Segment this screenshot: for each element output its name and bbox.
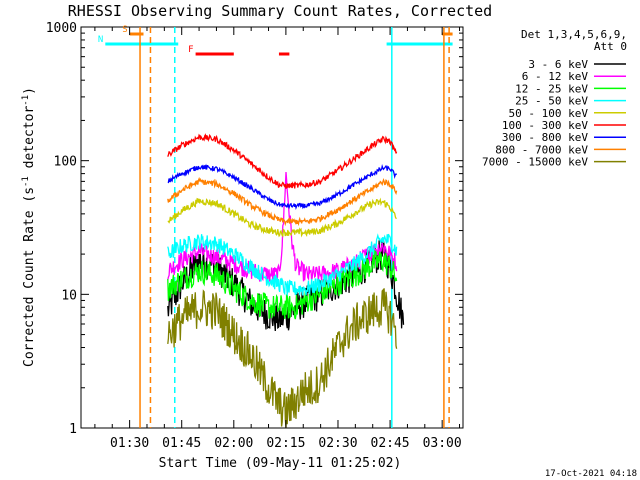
chart-title: RHESSI Observing Summary Count Rates, Co…	[68, 2, 492, 20]
y-tick-label-0: 1	[69, 422, 77, 437]
footer-timestamp: 17-Oct-2021 04:18	[545, 469, 637, 479]
plot-area-border	[80, 26, 464, 429]
x-tick-label-1: 01:45	[162, 436, 201, 451]
marker-label-N: N	[98, 35, 103, 45]
legend-label-2: 12 - 25 keV	[515, 82, 588, 95]
series-line-7	[167, 176, 398, 227]
legend-label-3: 25 - 50 keV	[515, 95, 588, 108]
legend-label-8: 7000 - 15000 keV	[482, 156, 588, 169]
marker-label-F: F	[188, 45, 193, 55]
series-line-2	[167, 249, 398, 320]
y-label-end: )	[22, 87, 37, 95]
x-tick-label-2: 02:00	[214, 436, 253, 451]
y-label-mid: detector	[22, 106, 37, 177]
x-tick-label-6: 03:00	[423, 436, 462, 451]
instrument-markers: S N F	[98, 25, 453, 56]
y-label-sup1: -1	[21, 176, 31, 187]
x-tick-label-0: 01:30	[110, 436, 149, 451]
y-axis-ticks: 1 10 100 1000	[46, 21, 463, 437]
legend-label-1: 6 - 12 keV	[522, 70, 589, 83]
plot-frame	[80, 26, 464, 429]
x-tick-label-3: 02:15	[266, 436, 305, 451]
legend-header-1: Det 1,3,4,5,6,9,	[521, 28, 627, 41]
y-axis-label: Corrected Count Rate (s-1 detector-1)	[21, 87, 37, 367]
series-line-3	[167, 233, 398, 296]
y-tick-label-2: 100	[54, 155, 77, 170]
marker-label-S: S	[122, 25, 127, 35]
series-line-5	[167, 133, 398, 189]
y-label-base: Corrected Count Rate (s	[22, 187, 37, 367]
legend-label-7: 800 - 7000 keV	[495, 143, 588, 156]
y-tick-label-1: 10	[61, 288, 77, 303]
legend-label-5: 100 - 300 keV	[502, 119, 588, 132]
legend-header-2: Att 0	[594, 40, 627, 53]
legend-label-0: 3 - 6 keV	[528, 58, 588, 71]
series-line-4	[167, 197, 397, 238]
x-axis-label: Start Time (09-May-11 01:25:02)	[159, 456, 402, 471]
series-line-8	[167, 288, 398, 428]
x-tick-label-4: 02:30	[318, 436, 357, 451]
attenuator-lines	[139, 27, 450, 428]
series-lines	[167, 133, 405, 428]
x-tick-label-5: 02:45	[371, 436, 410, 451]
legend-label-6: 300 - 800 keV	[502, 131, 588, 144]
y-label-sup2: -1	[21, 95, 31, 106]
y-tick-label-3: 1000	[46, 21, 77, 36]
series-line-6	[167, 163, 398, 210]
legend-label-4: 50 - 100 keV	[509, 107, 589, 120]
x-axis-ticks: 01:30 01:45 02:00 02:15 02:30 02:45 03:00	[94, 27, 462, 451]
